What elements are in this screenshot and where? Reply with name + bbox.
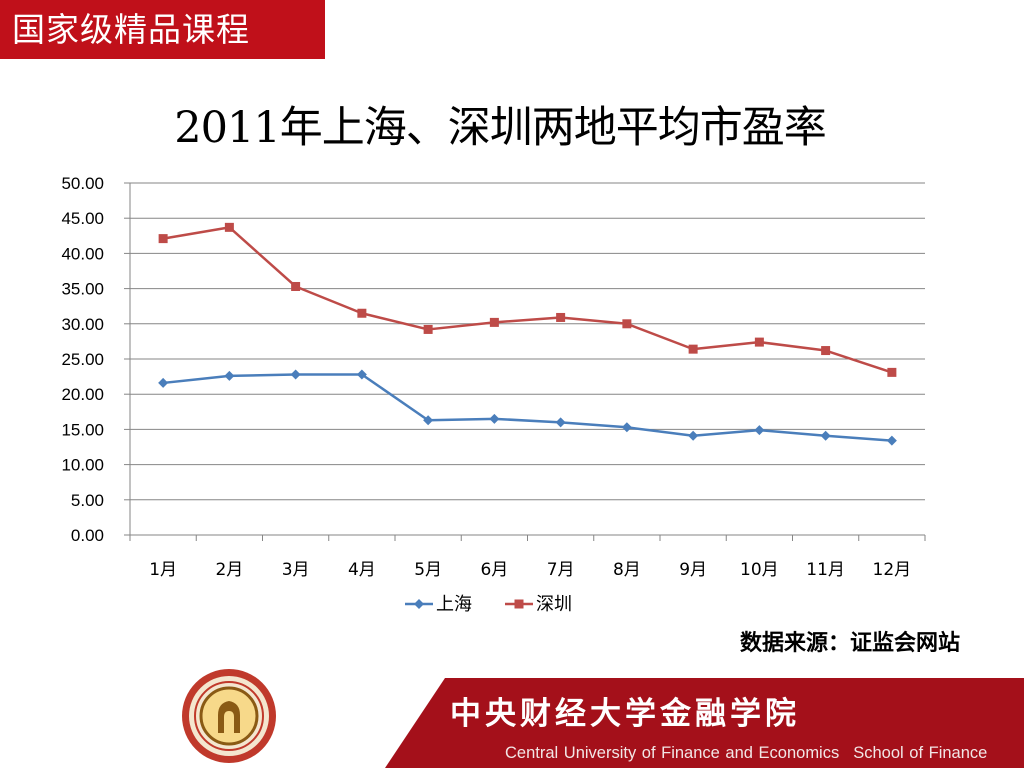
y-tick-label: 15.00	[61, 420, 104, 439]
line-chart: 0.00 5.00 10.00 15.00 20.00 25.00 30.00 35.00 40…	[61, 174, 926, 615]
y-tick-label: 0.00	[71, 526, 104, 545]
data-point-2	[291, 281, 301, 291]
legend-swatch-marker	[414, 599, 424, 609]
data-point-1	[886, 435, 897, 446]
y-tick-label: 50.00	[61, 174, 104, 193]
data-point-2	[489, 317, 499, 327]
data-point-1	[290, 369, 301, 380]
school-name-cn: 中央财经大学金融学院	[450, 696, 800, 732]
data-point-1	[688, 430, 699, 441]
university-seal-logo	[182, 669, 276, 763]
course-badge: 国家级精品课程	[0, 0, 326, 60]
y-tick-label: 40.00	[61, 244, 104, 263]
x-tick-label: 2月	[215, 560, 243, 580]
series-line-2	[162, 226, 893, 374]
data-point-1	[489, 413, 500, 424]
x-tick-label: 8月	[613, 560, 641, 580]
x-tick-label: 6月	[480, 560, 508, 580]
school-name-en: Central University of Finance and Econom…	[505, 744, 987, 763]
data-point-2	[224, 222, 234, 232]
data-point-2	[357, 308, 367, 318]
data-point-2	[423, 324, 433, 334]
university-name-en: Central University of Finance and Econom…	[505, 744, 840, 762]
legend-swatch-marker	[514, 599, 524, 609]
data-point-2	[821, 346, 831, 356]
course-badge-label: 国家级精品课程	[12, 10, 250, 49]
data-point-2	[754, 337, 764, 347]
x-tick-label: 3月	[282, 560, 310, 580]
data-point-2	[622, 319, 632, 329]
x-tick-label: 5月	[414, 560, 442, 580]
data-point-1	[820, 430, 831, 441]
x-tick-label: 4月	[348, 560, 376, 580]
y-tick-label: 45.00	[61, 209, 104, 228]
legend-label: 上海	[436, 594, 472, 615]
data-point-2	[556, 312, 566, 322]
x-tick-label: 12月	[873, 560, 912, 580]
footer-shape	[385, 678, 1024, 768]
legend-label: 深圳	[536, 594, 572, 615]
data-point-1	[356, 369, 367, 380]
series-line-1	[162, 373, 892, 442]
data-point-1	[224, 370, 235, 381]
x-tick-label: 1月	[149, 560, 177, 580]
y-tick-label: 35.00	[61, 280, 104, 299]
x-tick-label: 11月	[806, 560, 845, 580]
data-point-2	[688, 344, 698, 354]
footer-banner	[0, 678, 1024, 768]
data-source-note: 数据来源：证监会网站	[739, 631, 960, 656]
data-point-2	[158, 234, 168, 244]
y-tick-label: 5.00	[71, 491, 104, 510]
data-point-1	[754, 425, 765, 436]
data-point-1	[621, 422, 632, 433]
y-tick-label: 30.00	[61, 315, 104, 334]
x-tick-label: 9月	[679, 560, 707, 580]
data-point-1	[555, 417, 566, 428]
data-point-1	[423, 415, 434, 426]
y-tick-label: 10.00	[61, 456, 104, 475]
x-tick-label: 10月	[740, 560, 779, 580]
y-tick-label: 20.00	[61, 385, 104, 404]
data-point-1	[158, 377, 169, 388]
school-of-finance-label: School of Finance	[853, 744, 988, 762]
x-tick-label: 7月	[547, 560, 575, 580]
y-tick-label: 25.00	[61, 350, 104, 369]
data-point-2	[887, 367, 897, 377]
chart-title: 2011年上海、深圳两地平均市盈率	[174, 103, 826, 153]
